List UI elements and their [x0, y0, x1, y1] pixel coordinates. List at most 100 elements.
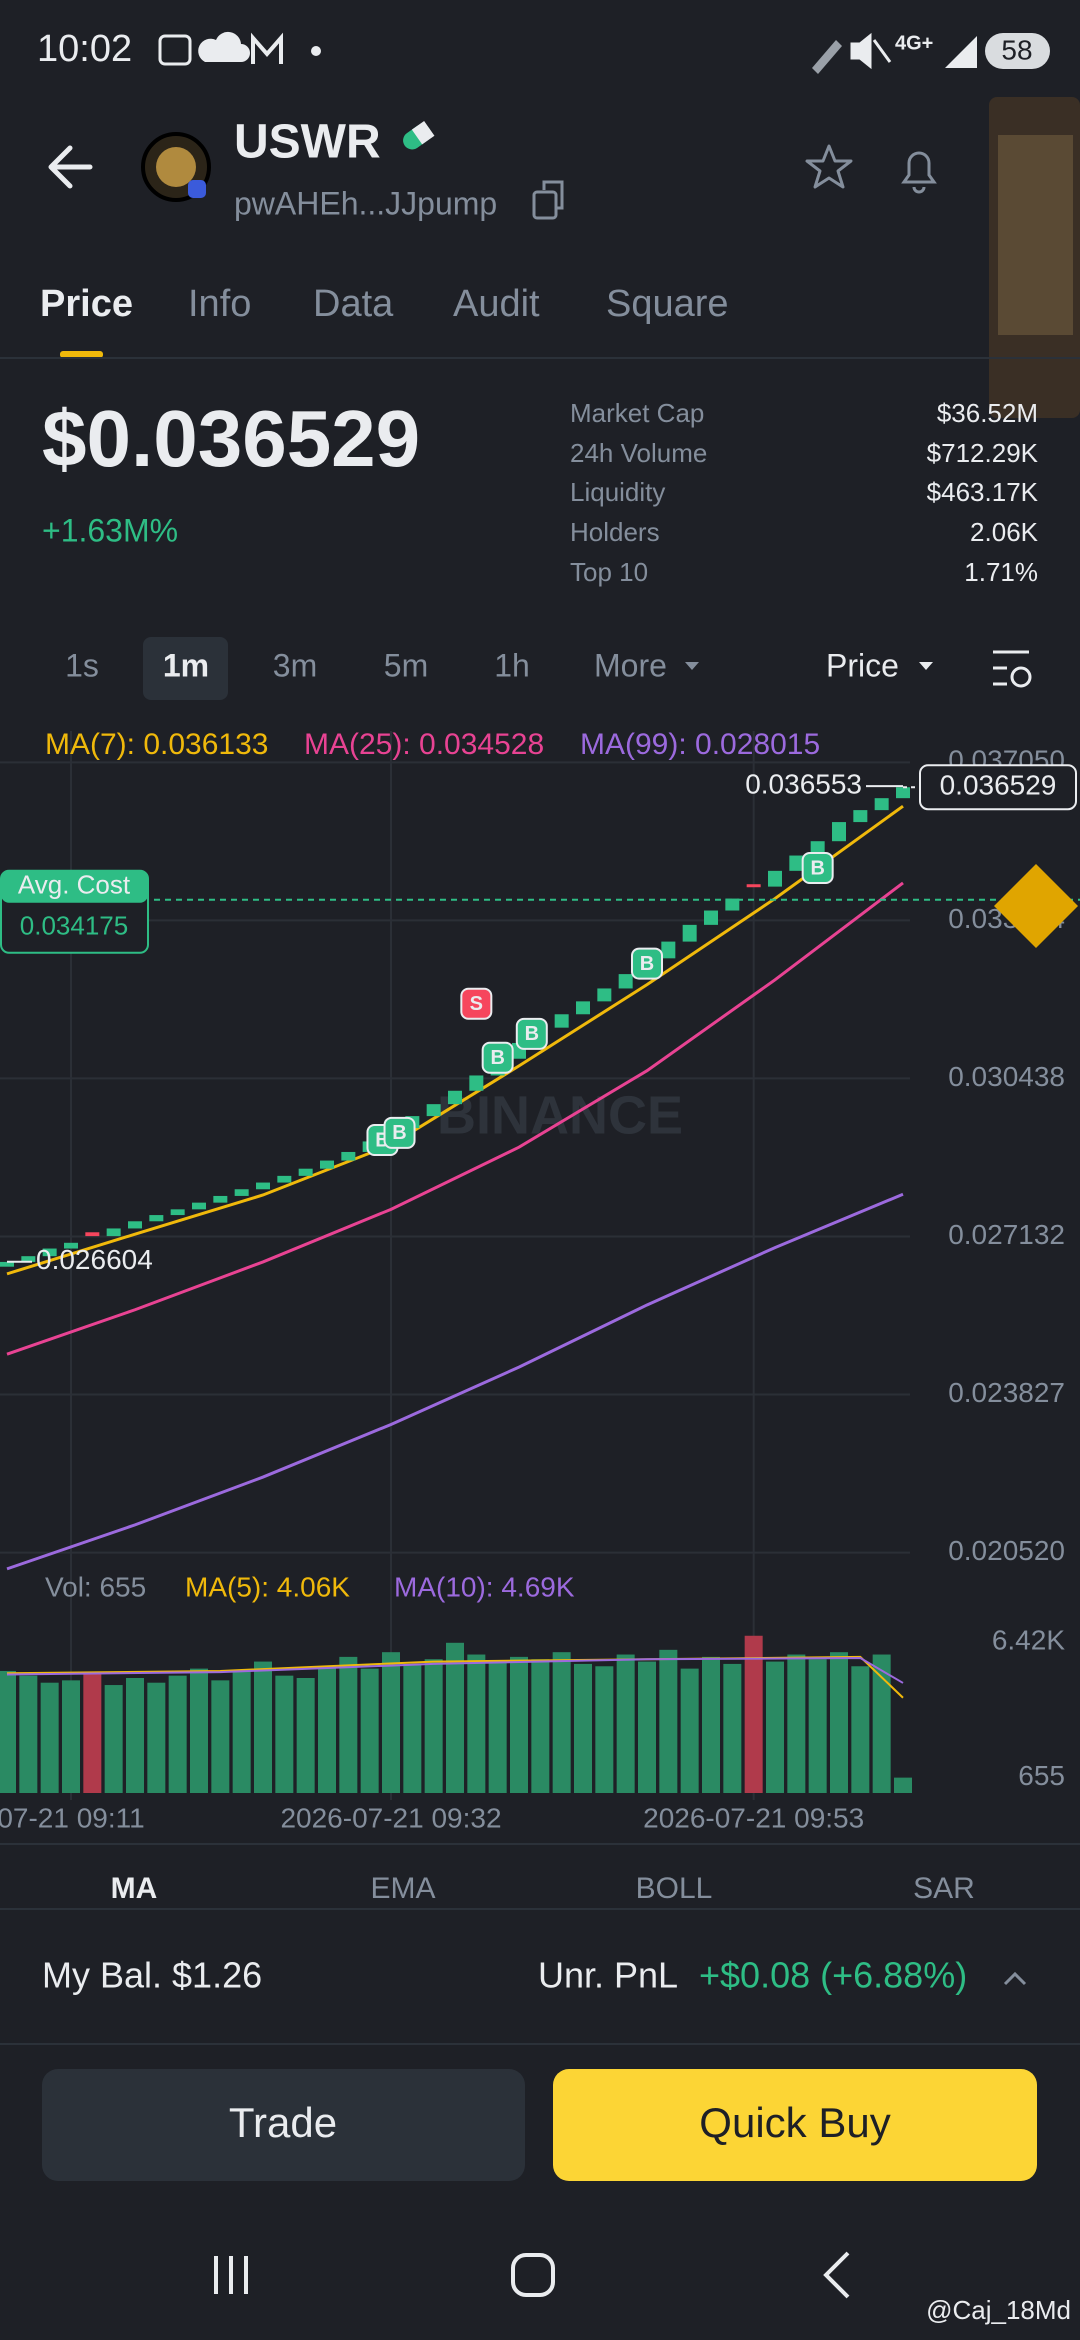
trade-marker-label: B — [810, 857, 824, 879]
alert-button[interactable] — [901, 151, 937, 194]
status-network: 4G+ — [895, 32, 933, 54]
volume-bar — [40, 1682, 59, 1793]
candle — [192, 1202, 206, 1210]
expand-button[interactable] — [1003, 1971, 1027, 1986]
avg-cost-title: Avg. Cost — [18, 870, 131, 900]
copy-button[interactable] — [532, 190, 558, 220]
timeframe[interactable]: 5m — [384, 647, 428, 683]
volume-bar — [382, 1652, 400, 1793]
trade-marker — [515, 1017, 548, 1050]
timeframe[interactable]: 1s — [65, 647, 99, 683]
tab[interactable]: Square — [606, 283, 729, 325]
indicator-tab[interactable]: BOLL — [636, 1872, 713, 1905]
tab[interactable]: Price — [40, 283, 133, 325]
candle — [106, 1228, 121, 1237]
avg-cost-header — [1, 870, 148, 903]
stat-value: $712.29K — [927, 438, 1039, 468]
volume-bar — [467, 1654, 486, 1793]
volume-bar — [723, 1663, 742, 1793]
volume-bar — [851, 1666, 870, 1793]
candle — [554, 1014, 569, 1028]
x-tick-label: 2026-07-21 09:53 — [643, 1802, 864, 1833]
volume-bar — [574, 1663, 592, 1793]
y-tick-label: 0.030438 — [948, 1061, 1065, 1092]
candle — [725, 898, 740, 911]
volume-bar — [424, 1659, 443, 1793]
candle — [213, 1195, 228, 1203]
volume-ma-line — [6, 1655, 904, 1699]
tab[interactable]: Audit — [453, 283, 540, 325]
candle — [832, 822, 846, 842]
timeframe[interactable]: More — [594, 647, 667, 683]
tab[interactable]: Info — [188, 283, 251, 325]
indicator-tab[interactable]: SAR — [913, 1872, 975, 1905]
nav-recents[interactable] — [214, 2256, 248, 2294]
user-watermark: @Caj_18Md — [926, 2295, 1071, 2325]
y-tick-label: 0.023827 — [948, 1377, 1065, 1408]
status-icon — [311, 46, 321, 56]
floating-window-content — [998, 135, 1073, 335]
dropdown-arrow — [919, 662, 933, 670]
status-icon — [198, 31, 250, 62]
candle — [661, 941, 676, 959]
trade-button[interactable] — [42, 2069, 525, 2181]
candle — [149, 1215, 164, 1222]
ma-line — [6, 1192, 904, 1571]
candle — [298, 1168, 313, 1176]
balance: My Bal. $1.26 — [42, 1955, 262, 1996]
candle — [234, 1189, 249, 1196]
volume-bar — [190, 1668, 208, 1793]
quick-buy-button-label: Quick Buy — [699, 2099, 890, 2146]
volume-ma-line — [6, 1657, 904, 1684]
volume-ma-legend: MA(10): 4.69K — [394, 1571, 575, 1602]
x-tick-label: 2026-07-21 09:32 — [280, 1802, 501, 1833]
price-mode[interactable]: Price — [826, 647, 899, 683]
volume-bar — [638, 1661, 656, 1793]
chain-badge — [188, 180, 206, 198]
candle — [426, 1104, 441, 1117]
candle — [896, 787, 910, 799]
candle — [277, 1175, 292, 1183]
battery — [985, 33, 1050, 69]
trade-marker — [383, 1116, 416, 1149]
indicator-tab[interactable]: EMA — [370, 1872, 435, 1905]
stat-value: $463.17K — [927, 477, 1039, 507]
sticker[interactable] — [994, 864, 1078, 948]
pnl-value: +$0.08 (+6.88%) — [699, 1955, 967, 1996]
quick-buy-button[interactable] — [553, 2069, 1037, 2181]
favorite-button[interactable] — [805, 144, 853, 189]
stat-value: 2.06K — [970, 517, 1039, 547]
volume-bar — [510, 1656, 528, 1793]
candle — [256, 1182, 270, 1190]
timeframe[interactable]: 3m — [273, 647, 317, 683]
chart-watermark: BINANCE — [437, 1085, 683, 1145]
price-value: $0.036529 — [42, 394, 420, 483]
candle — [448, 1090, 462, 1105]
low-label: 0.026604 — [36, 1244, 153, 1275]
volume-bar — [83, 1673, 102, 1793]
tab[interactable]: Data — [313, 283, 394, 325]
indicator-tab[interactable]: MA — [111, 1872, 158, 1905]
nav-home[interactable] — [511, 2253, 555, 2297]
chart-settings[interactable] — [993, 650, 1029, 686]
token-symbol: USWR — [234, 116, 381, 169]
volume-bar — [680, 1668, 699, 1793]
volume-bar — [339, 1656, 358, 1793]
nav-back[interactable] — [823, 2251, 850, 2299]
tab-indicator — [60, 351, 103, 358]
volume-bar — [275, 1675, 294, 1793]
x-tick-label: 07-21 09:11 — [0, 1802, 145, 1833]
candle — [768, 870, 782, 887]
timeframe[interactable]: 1h — [494, 647, 530, 683]
pill-icon — [411, 121, 435, 145]
volume-legend: Vol: 655 — [45, 1571, 146, 1602]
ma-line — [6, 881, 904, 1356]
volume-bar — [787, 1654, 806, 1793]
trade-marker-label: B — [392, 1122, 406, 1144]
volume-ma-legend: MA(5): 4.06K — [185, 1571, 350, 1602]
timeframe[interactable]: 1m — [163, 647, 209, 683]
current-price-box — [919, 764, 1077, 811]
trade-marker-label: B — [640, 953, 654, 975]
back-button[interactable] — [48, 145, 93, 189]
